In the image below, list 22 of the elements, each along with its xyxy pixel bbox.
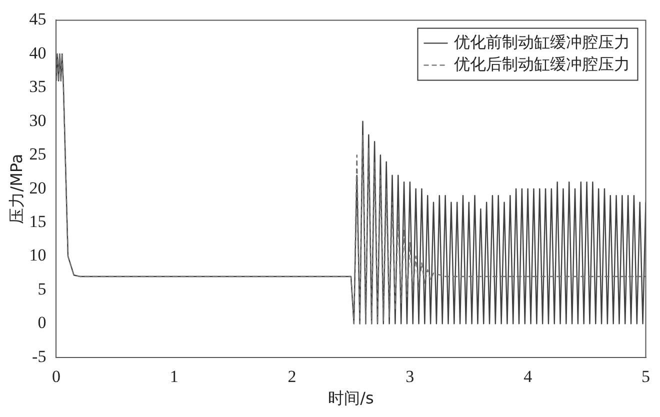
x-tick-label: 4	[524, 367, 533, 386]
legend-label: 优化后制动缸缓冲腔压力	[454, 54, 630, 74]
x-tick-label: 2	[288, 367, 296, 386]
y-tick-label: 0	[38, 313, 46, 332]
x-tick-label: 0	[52, 367, 60, 386]
x-tick-label: 1	[170, 367, 178, 386]
legend-label: 优化前制动缸缓冲腔压力	[454, 32, 630, 52]
y-tick-label: -5	[32, 346, 46, 366]
y-tick-label: 20	[29, 178, 46, 198]
y-tick-label: 45	[29, 10, 46, 29]
y-tick-label: 25	[29, 144, 46, 164]
line-series	[56, 53, 646, 324]
y-tick-label: 10	[29, 246, 46, 265]
x-tick-label: 5	[642, 367, 650, 386]
y-tick-label: 40	[29, 43, 46, 62]
y-tick-label: 15	[29, 212, 46, 231]
y-tick-label: 5	[38, 279, 46, 298]
x-tick-label: 3	[406, 367, 414, 386]
y-tick-label: 30	[29, 110, 46, 130]
x-axis-title: 时间/s	[328, 388, 374, 408]
y-tick-label: 35	[29, 77, 46, 96]
y-axis-title: 压力/MPa	[6, 154, 26, 224]
